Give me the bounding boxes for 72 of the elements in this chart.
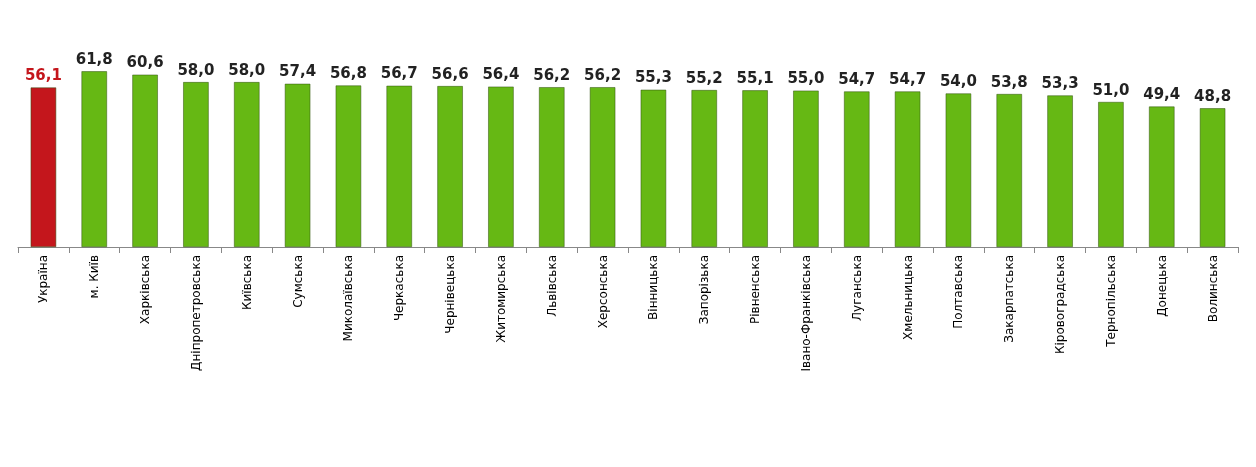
x-tick-label: Чернівецька <box>443 255 458 334</box>
data-label: 56,2 <box>584 65 622 84</box>
data-label: 56,6 <box>431 64 469 83</box>
data-label: 51,0 <box>1092 80 1130 99</box>
data-label: 57,4 <box>279 62 317 81</box>
x-tick-label: Черкаська <box>392 255 407 322</box>
bar <box>132 74 158 247</box>
data-label: 55,3 <box>634 68 672 87</box>
data-label: 54,7 <box>838 70 876 88</box>
x-tick-label: Луганська <box>849 255 864 321</box>
bar <box>894 91 921 247</box>
bar <box>284 83 311 247</box>
bar <box>589 87 616 247</box>
bar <box>844 91 870 247</box>
data-label: 48,8 <box>1194 86 1232 105</box>
data-label: 54,7 <box>889 70 927 88</box>
bar <box>1199 108 1226 247</box>
bar <box>691 90 717 247</box>
data-label: 55,0 <box>787 69 825 88</box>
x-tick-label: Тернопільська <box>1103 255 1118 348</box>
data-label: 58,0 <box>177 60 215 79</box>
bar <box>1098 102 1124 247</box>
x-tick-label: Херсонська <box>595 255 610 329</box>
data-label: 55,1 <box>736 68 774 87</box>
x-tick-label: Рівненська <box>748 255 763 324</box>
x-tick-label: Вінницька <box>646 255 661 320</box>
bar <box>81 71 107 247</box>
x-tick-label: Сумська <box>290 255 305 308</box>
data-label: 56,2 <box>533 65 571 84</box>
x-tick-label: Харківська <box>138 255 153 325</box>
x-tick-label: Хмельницька <box>900 255 915 340</box>
data-label: 56,8 <box>329 64 367 83</box>
x-tick-label: м. Київ <box>87 255 102 299</box>
bar <box>234 82 260 247</box>
x-tick-label: Полтавська <box>951 255 966 329</box>
x-tick-label: Львівська <box>544 255 559 317</box>
data-label: 49,4 <box>1143 85 1181 104</box>
bar <box>437 86 463 247</box>
x-tick-label: Україна <box>36 255 51 304</box>
data-label: 53,8 <box>990 72 1028 91</box>
data-label: 56,4 <box>482 65 520 84</box>
x-tick-label: Кіровоградська <box>1053 255 1068 355</box>
bar <box>335 85 362 247</box>
bar <box>945 93 972 247</box>
bar <box>793 90 819 247</box>
bar <box>640 89 667 247</box>
data-label: 54,0 <box>939 71 977 90</box>
bar <box>183 82 209 247</box>
x-tick-label: Донецька <box>1154 255 1169 317</box>
data-label: 56,7 <box>380 64 418 83</box>
data-label: 55,2 <box>685 68 723 87</box>
x-tick-label: Миколаївська <box>341 255 356 342</box>
bar <box>488 86 514 247</box>
x-tick-label: Запорізька <box>697 255 712 325</box>
bar <box>386 85 412 247</box>
data-label: 58,0 <box>228 60 266 79</box>
x-tick-label: Івано-Франківська <box>798 255 813 372</box>
data-label: 60,6 <box>126 53 164 72</box>
x-tick-label: Київська <box>239 255 254 310</box>
bar <box>996 94 1022 247</box>
bar <box>30 87 57 247</box>
bar <box>1047 95 1073 247</box>
bar <box>539 87 565 247</box>
x-tick-label: Волинська <box>1205 255 1220 323</box>
bar <box>742 90 768 247</box>
bar <box>1149 106 1175 247</box>
x-tick-label: Закарпатська <box>1002 255 1017 343</box>
x-tick-label: Житомирська <box>493 255 508 343</box>
data-label: 56,1 <box>24 66 62 85</box>
data-label: 53,3 <box>1041 73 1079 92</box>
x-tick-label: Дніпропетровська <box>188 255 203 371</box>
data-label: 61,8 <box>75 49 113 68</box>
